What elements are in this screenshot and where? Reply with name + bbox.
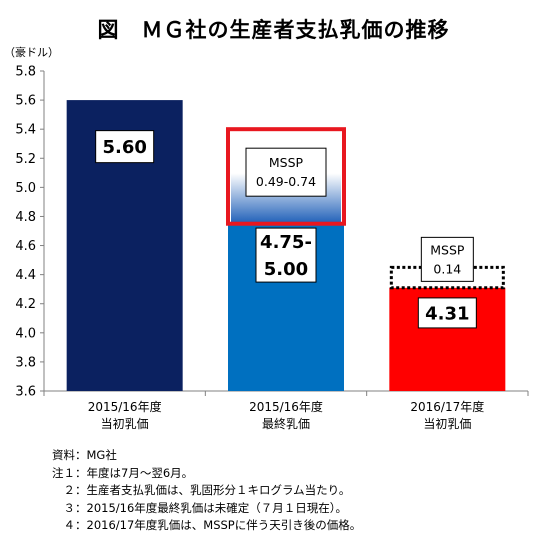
note-1: 注１：年度は7月～翌6月。 — [52, 465, 194, 480]
mssp-label-value: 0.49-0.74 — [256, 174, 316, 189]
y-tick-label: 3.6 — [15, 385, 36, 400]
y-tick-label: 5.4 — [15, 123, 36, 138]
x-tick-label: 2015/16年度 最終乳価 — [221, 399, 351, 433]
value-label: 4.31 — [425, 303, 469, 324]
value-label: 5.00 — [264, 259, 308, 280]
y-tick-label: 4.2 — [15, 297, 36, 312]
note-2: ２：生産者支払乳価は、乳固形分１キログラム当たり。 — [52, 483, 351, 497]
value-label-box — [255, 227, 317, 283]
mssp-label-title: MSSP — [269, 155, 304, 170]
y-tick-label: 4.8 — [15, 210, 36, 225]
note-source: 資料：MG社 — [52, 448, 117, 462]
note-3: ３：2015/16年度最終乳価は未確定（７月１日現在）。 — [52, 500, 348, 515]
x-tick-label-type: 当初乳価 — [100, 417, 149, 431]
x-tick-label-type: 最終乳価 — [261, 417, 310, 431]
y-tick-label: 4.0 — [15, 326, 36, 341]
y-axis-unit: （豪ドル） — [4, 46, 59, 59]
value-label-box — [95, 130, 155, 164]
x-tick-label: 2016/17年度 当初乳価 — [382, 399, 512, 433]
y-tick-label: 5.6 — [15, 94, 36, 109]
x-tick-label: 2015/16年度 当初乳価 — [60, 399, 190, 433]
x-tick-label-year: 2015/16年度 — [87, 400, 162, 414]
x-tick-label-year: 2015/16年度 — [249, 400, 323, 414]
mssp-label-title: MSSP — [430, 242, 465, 257]
footnotes: 資料：MG社 注１：年度は7月～翌6月。 ２：生産者支払乳価は、乳固形分１キログ… — [52, 447, 361, 535]
mssp-label-box — [245, 147, 327, 197]
mssp-label-box — [420, 236, 474, 282]
y-tick-label: 4.6 — [15, 239, 36, 254]
y-tick-label: 4.4 — [15, 268, 36, 283]
y-tick-label: 5.8 — [15, 65, 36, 80]
value-label: 4.75- — [260, 232, 312, 253]
y-tick-label: 5.2 — [15, 152, 36, 167]
note-4: ４：2016/17年度乳価は、MSSPに伴う天引き後の価格。 — [52, 518, 362, 532]
mssp-label-value: 0.14 — [433, 261, 461, 276]
x-tick-label-year: 2016/17年度 — [410, 400, 485, 414]
value-label: 5.60 — [102, 137, 146, 158]
y-tick-label: 3.8 — [15, 355, 36, 370]
mssp-highlight-border — [226, 127, 346, 226]
chart-title: 図 ＭＧ社の生産者支払乳価の推移 — [97, 18, 450, 42]
y-tick-label: 5.0 — [15, 181, 36, 196]
value-label-box — [417, 297, 477, 329]
x-tick-label-type: 当初乳価 — [423, 417, 472, 431]
